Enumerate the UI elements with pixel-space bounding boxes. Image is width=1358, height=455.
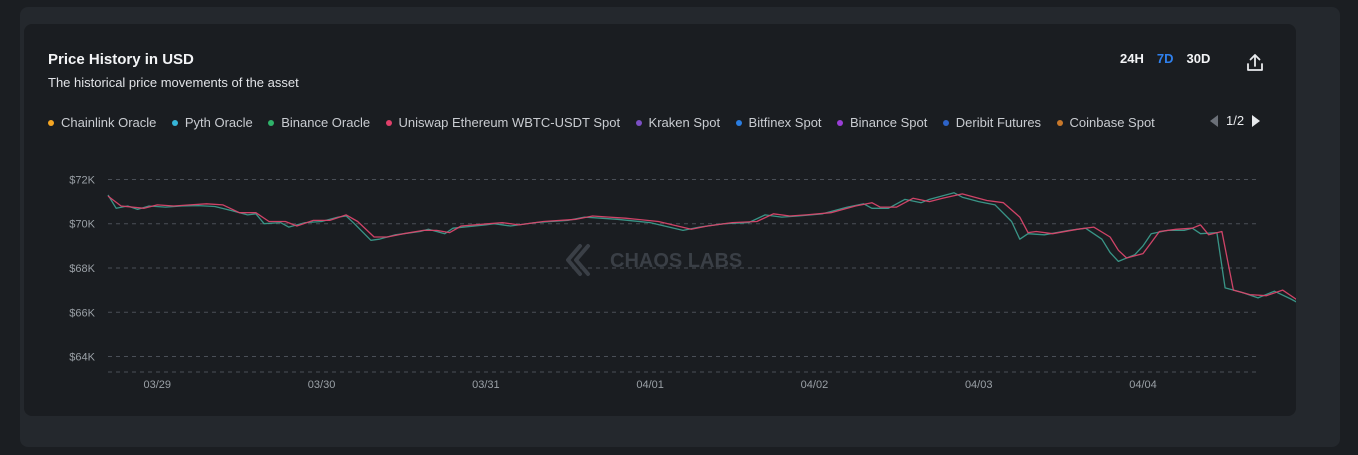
legend-item[interactable]: Bitfinex Spot — [735, 115, 822, 130]
legend-item[interactable]: Chainlink Oracle — [48, 115, 156, 130]
legend-label: Coinbase Spot — [1069, 115, 1155, 130]
share-upload-icon[interactable] — [1244, 52, 1266, 74]
legend-pager: 1/2 — [1210, 113, 1261, 128]
legend-item[interactable]: Kraken Spot — [635, 115, 721, 130]
chart-title: Price History in USD — [48, 51, 194, 68]
legend-dot — [48, 119, 54, 126]
legend-dot — [385, 119, 392, 126]
legend-label: Binance Oracle — [281, 115, 371, 130]
caret-left-icon[interactable] — [1210, 114, 1218, 127]
watermark-text: CHAOS LABS — [610, 250, 742, 272]
legend-item[interactable]: Deribit Futures — [942, 115, 1042, 130]
legend-label: Bitfinex Spot — [748, 115, 822, 130]
legend-item[interactable]: Binance Oracle — [268, 115, 370, 130]
legend-dot — [268, 119, 275, 126]
watermark-logo-icon — [566, 244, 590, 276]
legend-dot — [837, 119, 843, 126]
y-tick-label: $66K — [69, 307, 95, 319]
legend-fade — [1164, 110, 1208, 136]
price-history-card: Price History in USD The historical pric… — [24, 24, 1296, 416]
page-indicator: 1/2 — [1226, 113, 1245, 128]
legend-dot — [171, 119, 178, 126]
range-7d-button[interactable]: 7D — [1156, 51, 1174, 66]
chart-subtitle: The historical price movements of the as… — [48, 75, 299, 90]
legend-item[interactable]: Pyth Oracle — [171, 115, 253, 130]
x-tick-label: 04/04 — [1129, 379, 1157, 391]
legend-item[interactable]: Coinbase Spot — [1056, 115, 1155, 130]
legend-label: Kraken Spot — [648, 115, 721, 130]
x-tick-label: 04/03 — [965, 379, 993, 391]
x-tick-label: 03/31 — [472, 379, 500, 391]
y-tick-label: $68K — [69, 263, 95, 275]
range-30d-button[interactable]: 30D — [1186, 51, 1211, 66]
y-tick-label: $70K — [69, 219, 95, 231]
chart-legend: Chainlink Oracle Pyth Oracle Binance Ora… — [48, 114, 1208, 134]
x-tick-label: 03/29 — [144, 379, 172, 391]
legend-dot — [635, 119, 642, 126]
y-tick-label: $64K — [69, 352, 95, 364]
price-chart: $72K $70K $68K $66K $64K 03/29 03/30 03/31 04/01… — [69, 174, 1296, 391]
series-line — [107, 193, 1296, 300]
legend-dot — [942, 119, 949, 126]
range-selector: 24H 7D 30D — [1120, 51, 1223, 66]
legend-label: Pyth Oracle — [184, 115, 253, 130]
legend-dot — [735, 119, 742, 126]
x-tick-label: 03/30 — [308, 379, 336, 391]
legend-label: Uniswap Ethereum WBTC-USDT Spot — [398, 115, 621, 130]
legend-item[interactable]: Binance Spot — [837, 115, 927, 130]
legend-label: Binance Spot — [850, 115, 928, 130]
legend-dot — [1056, 119, 1063, 126]
legend-item[interactable]: Uniswap Ethereum WBTC-USDT Spot — [385, 115, 621, 130]
x-tick-label: 04/01 — [636, 379, 664, 391]
caret-right-icon[interactable] — [1252, 114, 1261, 127]
legend-label: Deribit Futures — [955, 115, 1042, 130]
legend-label: Chainlink Oracle — [61, 115, 157, 130]
x-tick-label: 04/02 — [801, 379, 829, 391]
y-tick-label: $72K — [69, 174, 95, 186]
range-24h-button[interactable]: 24H — [1120, 51, 1144, 66]
